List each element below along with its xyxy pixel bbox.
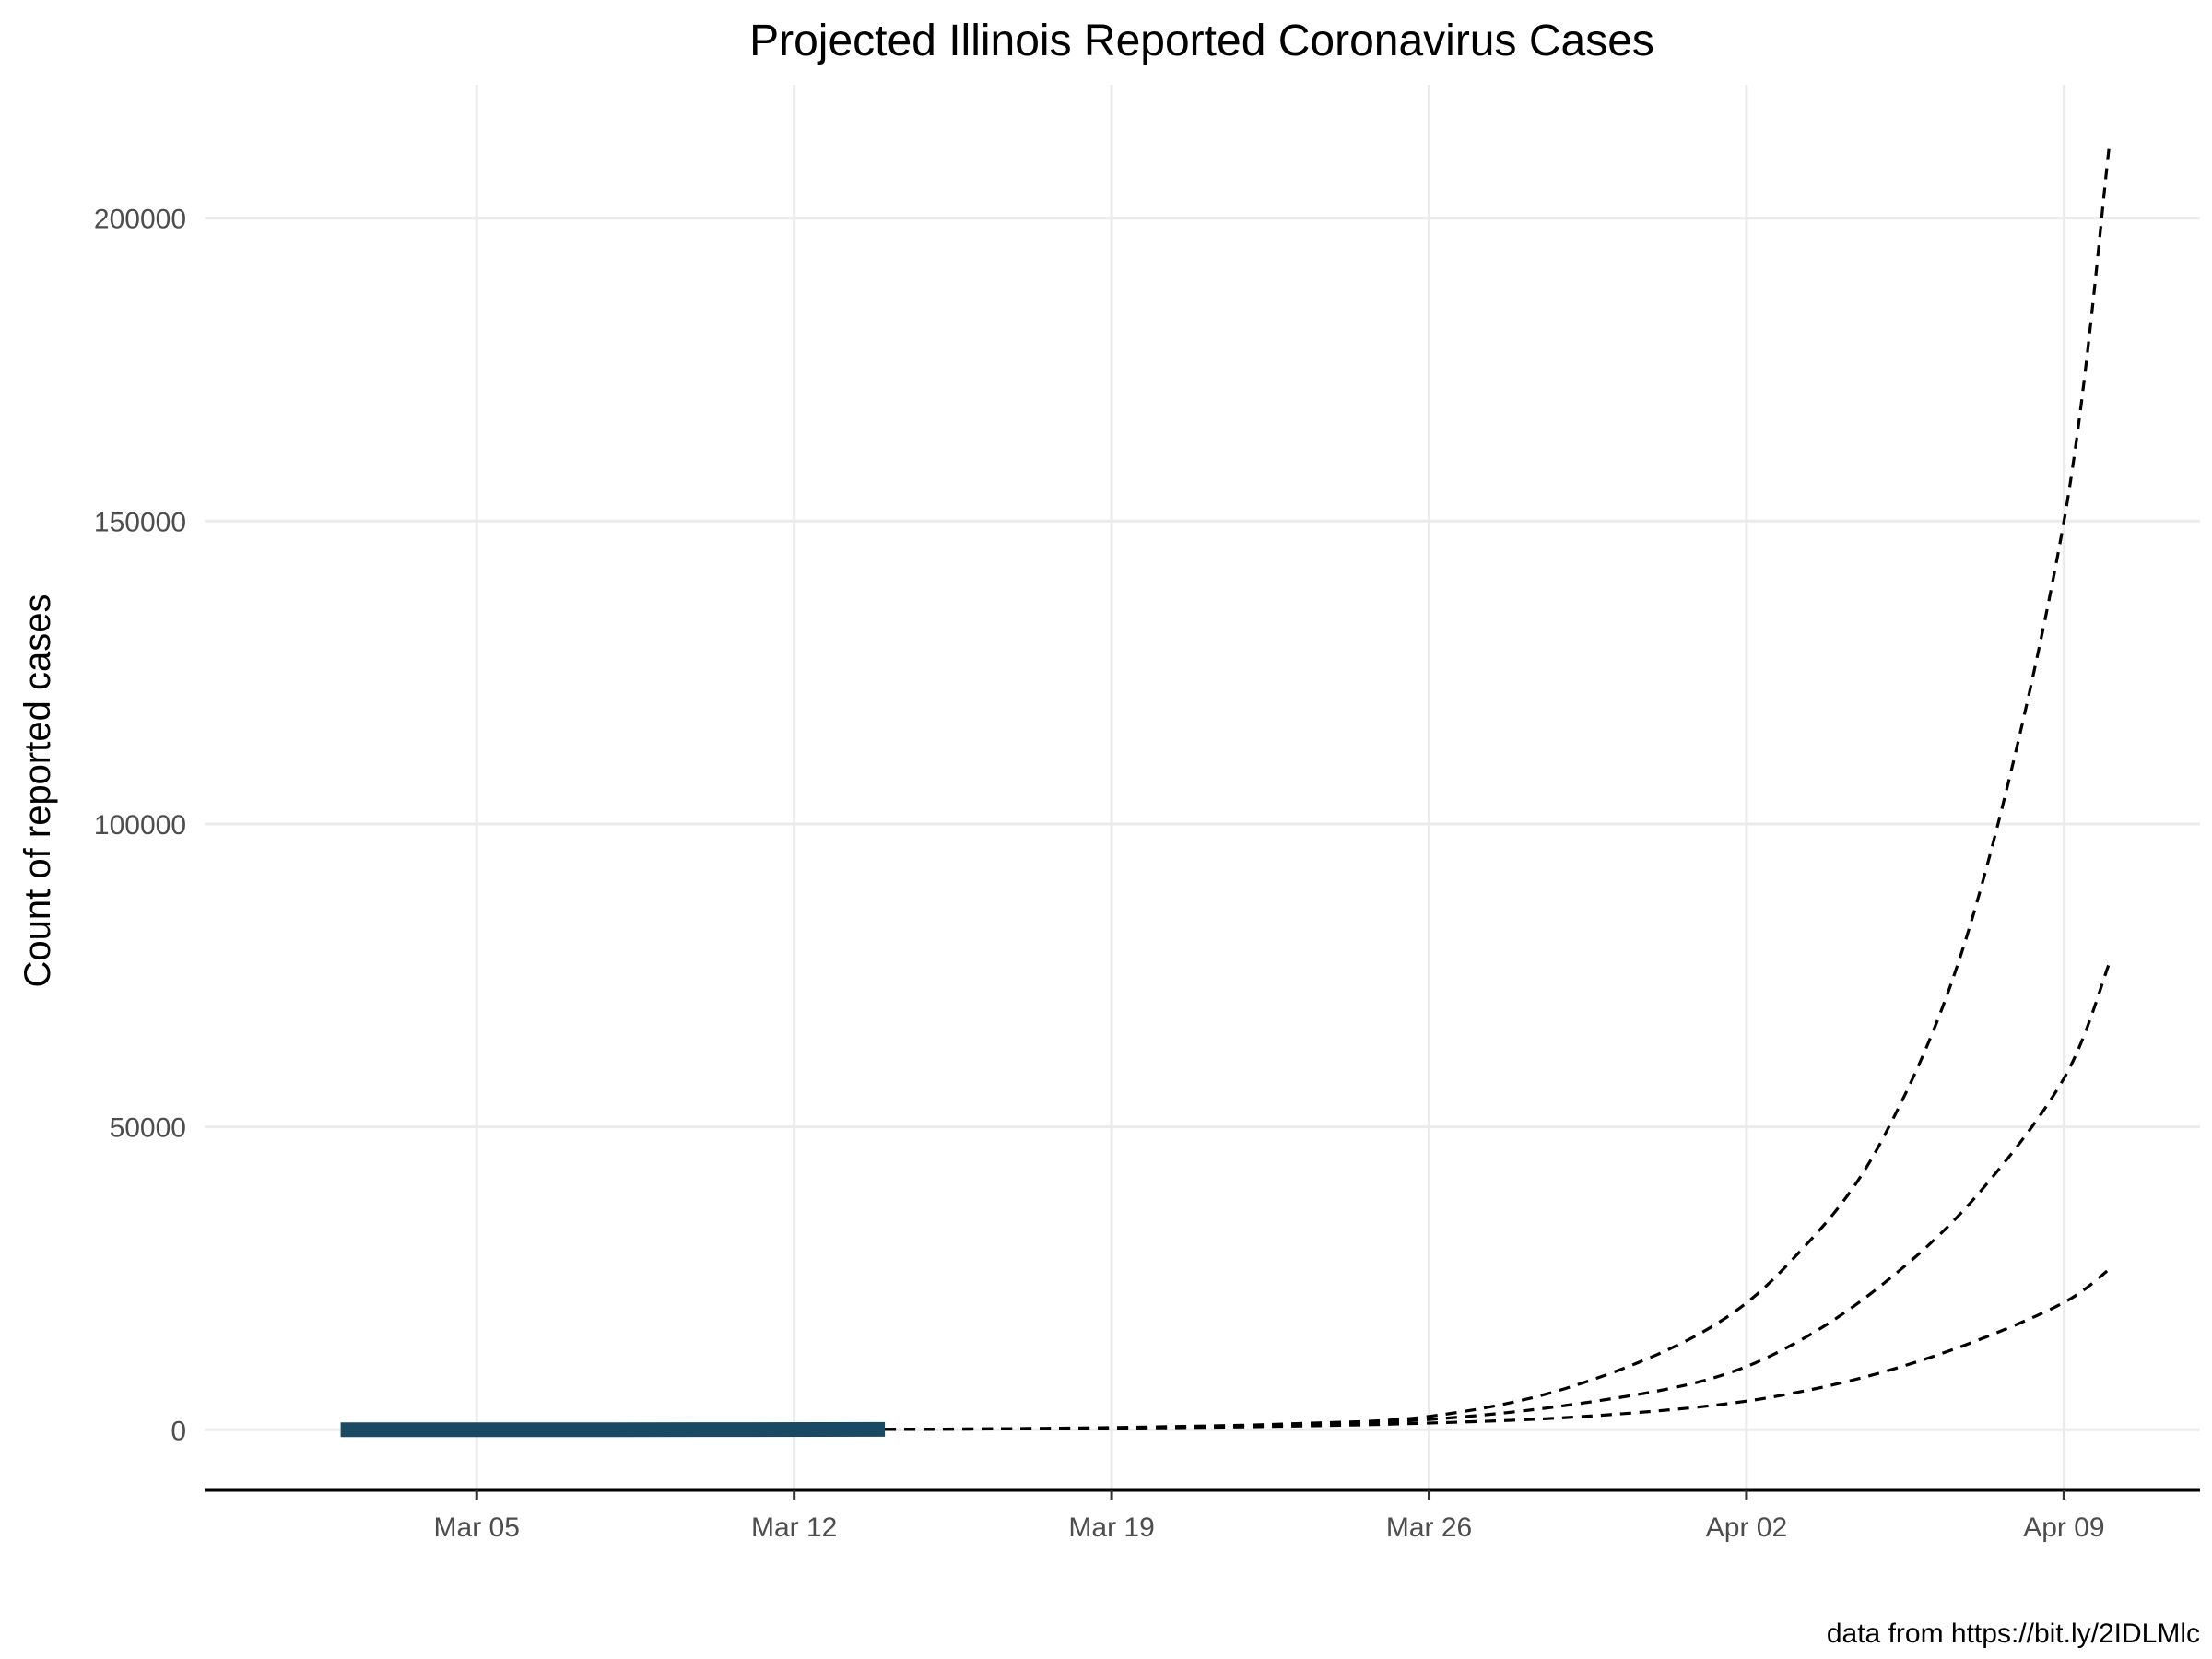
projection-line-2 <box>885 962 2112 1431</box>
chart-title: Projected Illinois Reported Coronavirus … <box>749 17 1654 65</box>
y-axis-label: Count of reported cases <box>18 594 58 988</box>
projection-line-1 <box>885 145 2112 1431</box>
series-lines <box>340 145 2112 1438</box>
x-tick-label: Mar 12 <box>751 1512 837 1543</box>
grid <box>205 85 2200 1490</box>
y-tick-label: 0 <box>171 1416 186 1446</box>
x-tick-label: Mar 19 <box>1068 1512 1154 1543</box>
x-tick-label: Mar 05 <box>434 1512 520 1543</box>
y-tick-label: 200000 <box>94 205 186 235</box>
projection-line-3 <box>885 1267 2111 1431</box>
y-tick-label: 50000 <box>110 1113 186 1144</box>
x-tick-label: Mar 26 <box>1386 1512 1472 1543</box>
y-tick-label: 150000 <box>94 507 186 537</box>
x-tick-label: Apr 09 <box>2023 1512 2104 1543</box>
y-axis-ticks: 0 50000 100000 150000 200000 <box>94 205 186 1447</box>
x-tick-label: Apr 02 <box>1706 1512 1787 1543</box>
x-axis-ticks: Mar 05 Mar 12 Mar 19 Mar 26 Apr 02 Apr 09 <box>434 1490 2105 1543</box>
data-source-caption: data from https://bit.ly/2IDLMlc <box>1827 1618 2200 1649</box>
y-tick-label: 100000 <box>94 810 186 841</box>
